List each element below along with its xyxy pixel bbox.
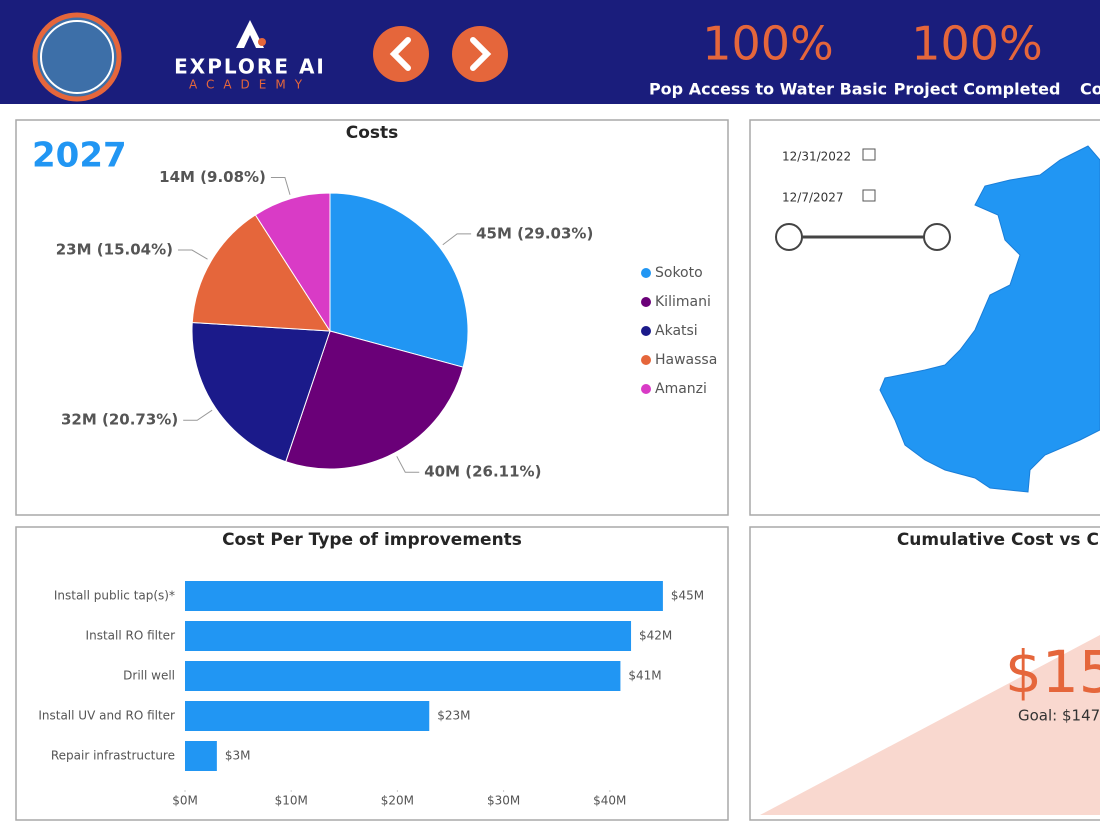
date-filter[interactable]: 12/31/2022 12/7/2027 (770, 142, 951, 251)
slider-handle[interactable] (775, 223, 803, 251)
y-tick-label: Install public tap(s)* (54, 589, 175, 603)
chart-title: Costs (346, 123, 399, 143)
bar (185, 701, 430, 731)
pie-slice (191, 214, 331, 332)
data-label: $41M (628, 669, 661, 683)
panel-title: Cumulative Cost vs Cumulaitv (897, 530, 1100, 550)
data-label: $3M (225, 749, 251, 763)
avatar-ring (40, 20, 114, 94)
slider-handle[interactable] (923, 223, 951, 251)
data-label: $23M (437, 709, 470, 723)
cumulative-area (760, 635, 1100, 815)
avatar (32, 12, 122, 102)
data-label: $45M (671, 589, 704, 603)
data-label: 40M (26.11%) (424, 463, 541, 481)
pie-slice (329, 192, 469, 368)
leader-line (270, 176, 291, 195)
legend-label: Amanzi (655, 381, 707, 397)
logo-subtitle: ACADEMY (189, 78, 311, 92)
data-label: 45M (29.03%) (476, 224, 593, 242)
legend-label: Akatsi (655, 323, 698, 339)
data-label: 14M (9.08%) (159, 168, 266, 186)
bar (185, 621, 632, 651)
legend-swatch (641, 297, 651, 307)
forward-arrow[interactable] (470, 37, 492, 71)
calendar-icon[interactable] (862, 189, 876, 202)
y-tick-label: Repair infrastructure (51, 749, 175, 763)
bar (185, 581, 663, 611)
x-tick-label: $10M (275, 794, 308, 808)
kpi-label: Co (1080, 80, 1100, 99)
forward-button[interactable] (452, 26, 508, 82)
x-tick-label: $20M (381, 794, 414, 808)
cumulative-goal: Goal: $147 (1018, 707, 1100, 725)
year-label: 2027 (32, 136, 127, 176)
kpi-label: Pop Access to Water Basic (649, 80, 887, 99)
cumulative-value: $15 (1005, 638, 1100, 706)
pie-slice (285, 330, 464, 470)
date-start[interactable]: 12/31/2022 (782, 150, 851, 164)
data-label: $42M (639, 629, 672, 643)
kpi-label: Project Completed (894, 80, 1061, 99)
pie-slice (191, 322, 331, 463)
leader-line (442, 233, 472, 246)
y-tick-label: Install RO filter (86, 629, 176, 643)
forward-button-circle[interactable] (452, 26, 508, 82)
bar (185, 661, 621, 691)
logo-mark (236, 20, 264, 48)
legend-label: Sokoto (655, 265, 703, 281)
back-button[interactable] (373, 26, 429, 82)
legend-label: Hawassa (655, 352, 717, 368)
calendar-icon[interactable] (862, 148, 876, 161)
logo-dot (258, 38, 266, 46)
legend-swatch (641, 384, 651, 394)
map-region[interactable] (879, 145, 1100, 493)
x-tick-label: $30M (487, 794, 520, 808)
chart-title: Cost Per Type of improvements (222, 530, 522, 550)
kpi-value: 100% (911, 17, 1043, 71)
legend-swatch (641, 268, 651, 278)
date-input[interactable] (770, 142, 885, 170)
logo-title: EXPLORE AI (174, 55, 326, 79)
data-label: 23M (15.04%) (56, 241, 173, 259)
x-tick-label: $0M (172, 794, 198, 808)
pie-slice (254, 192, 331, 333)
date-input[interactable] (770, 183, 885, 211)
x-tick-label: $40M (593, 794, 626, 808)
legend-swatch (641, 355, 651, 365)
leader-line (177, 249, 208, 260)
back-button-circle[interactable] (373, 26, 429, 82)
header-bar (0, 0, 1100, 104)
bar (185, 741, 217, 771)
y-tick-label: Install UV and RO filter (38, 709, 175, 723)
leader-line (183, 409, 213, 421)
y-tick-label: Drill well (123, 669, 175, 683)
legend-label: Kilimani (655, 294, 711, 310)
kpi-value: 100% (702, 17, 834, 71)
back-arrow[interactable] (389, 37, 411, 71)
leader-line (396, 456, 420, 473)
data-label: 32M (20.73%) (61, 411, 178, 429)
legend-swatch (641, 326, 651, 336)
date-end[interactable]: 12/7/2027 (782, 191, 844, 205)
